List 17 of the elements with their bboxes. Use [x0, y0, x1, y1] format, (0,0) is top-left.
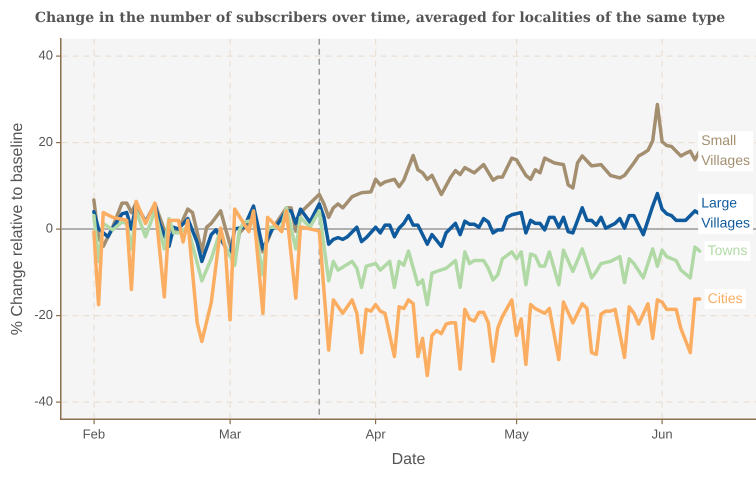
x-tick-label: Mar — [218, 426, 242, 442]
series-label: Small Villages — [701, 132, 750, 168]
chart-title: Change in the number of subscribers over time, averaged for localities of the same type — [34, 10, 726, 26]
x-tick-label: Jun — [652, 426, 673, 442]
y-tick-label: -40 — [34, 393, 53, 408]
x-tick-label: Apr — [366, 426, 386, 442]
y-tick-label: 20 — [38, 134, 53, 150]
y-axis-title: % Change relative to baseline — [9, 122, 26, 336]
y-tick-label: 40 — [38, 48, 53, 63]
x-tick-label: May — [504, 426, 530, 442]
y-tick-label: 0 — [46, 220, 53, 236]
series-label: Cities — [708, 290, 743, 306]
series-label: Large Villages — [701, 194, 750, 231]
x-tick-label: Feb — [82, 426, 106, 442]
series-label: Towns — [708, 242, 748, 258]
y-tick-label: -20 — [34, 307, 53, 322]
x-axis-title: Date — [392, 450, 426, 468]
